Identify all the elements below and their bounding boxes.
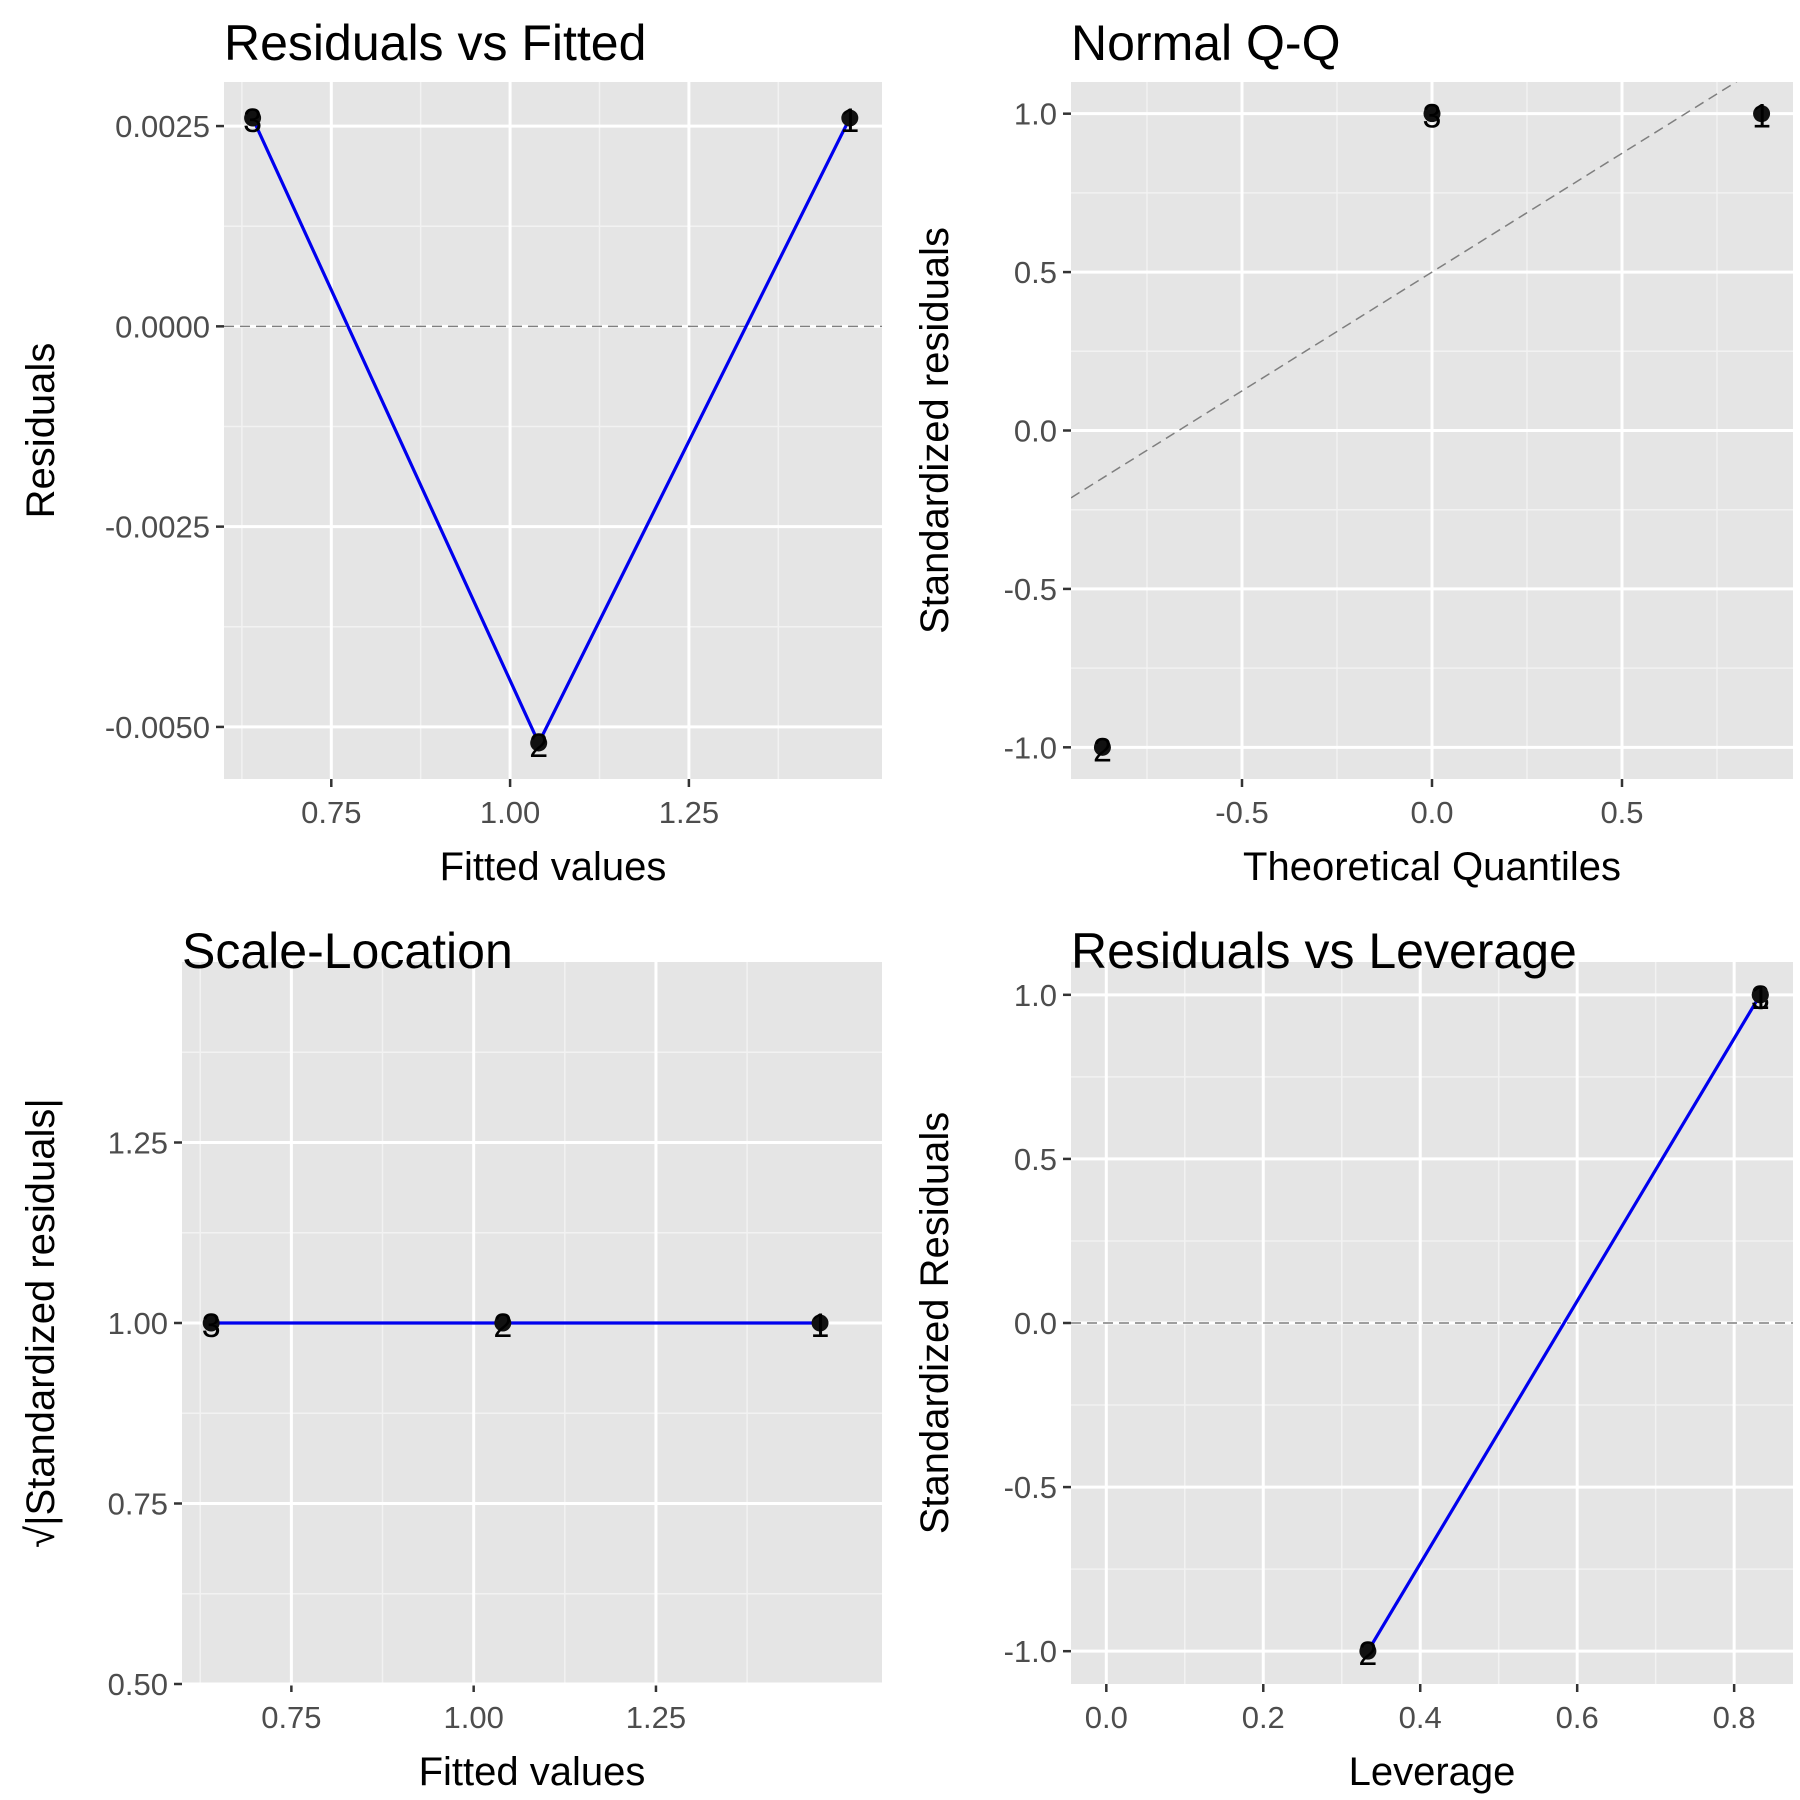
y-tick-label: 0.0 bbox=[1014, 414, 1057, 449]
data-point bbox=[244, 109, 262, 127]
x-tick-label: 1.25 bbox=[626, 1700, 686, 1735]
data-point bbox=[1753, 105, 1771, 123]
data-point bbox=[530, 734, 548, 752]
y-tick-label: -1.0 bbox=[1004, 1634, 1057, 1669]
reference-line bbox=[1071, 82, 1738, 499]
y-tick-label: 1.0 bbox=[1014, 978, 1057, 1013]
data-point bbox=[494, 1314, 512, 1332]
panel-3: 0.75 1.00 1.25 0.50 0.75 1.00 1.25 3 2 1 Scale-Loc… bbox=[19, 923, 882, 1794]
data-point bbox=[1423, 105, 1441, 123]
panel-2: -0.5 0.0 0.5 -1.0 -0.5 0.0 0.5 1.0 2 3 1 Normal Q-Q… bbox=[913, 15, 1793, 889]
data-point bbox=[1751, 986, 1769, 1004]
point-label: 1 bbox=[1751, 979, 1770, 1017]
x-tick-label: 0.0 bbox=[1410, 795, 1453, 830]
point-label: 1 bbox=[840, 102, 859, 140]
panel-title: Residuals vs Fitted bbox=[224, 15, 646, 71]
y-tick-label: 0.0025 bbox=[115, 109, 210, 144]
point-label: 1 bbox=[811, 1307, 830, 1345]
point-label: 2 bbox=[493, 1307, 512, 1345]
y-tick-label: 0.5 bbox=[1014, 255, 1057, 290]
panel-title: Normal Q-Q bbox=[1071, 15, 1340, 71]
data-point bbox=[841, 109, 859, 127]
x-axis-title: Fitted values bbox=[440, 845, 667, 889]
x-tick-label: 0.5 bbox=[1600, 795, 1643, 830]
point-label: 3 bbox=[202, 1307, 221, 1345]
point-label: 3 bbox=[243, 102, 262, 140]
x-tick-label: 0.75 bbox=[261, 1700, 321, 1735]
point-label: 2 bbox=[529, 727, 548, 765]
x-tick-label: 1.00 bbox=[443, 1700, 503, 1735]
point-label: 2 bbox=[1093, 731, 1112, 769]
plot-background bbox=[224, 82, 882, 779]
y-tick-label: -1.0 bbox=[1004, 730, 1057, 765]
x-tick-label: 0.6 bbox=[1556, 1700, 1599, 1735]
x-tick-label: -0.5 bbox=[1215, 795, 1268, 830]
y-tick-label: 1.0 bbox=[1014, 97, 1057, 132]
x-tick-label: 0.8 bbox=[1713, 1700, 1756, 1735]
x-tick-label: 0.0 bbox=[1085, 1700, 1128, 1735]
point-label: 1 bbox=[1752, 98, 1771, 136]
y-tick-label: 0.5 bbox=[1014, 1142, 1057, 1177]
data-point bbox=[1359, 1642, 1377, 1660]
data-point bbox=[1093, 738, 1111, 756]
y-tick-label: -0.5 bbox=[1004, 1470, 1057, 1505]
y-tick-label: 1.25 bbox=[108, 1126, 168, 1161]
y-axis-title: √|Standardized residuals| bbox=[19, 1098, 63, 1548]
data-point bbox=[811, 1314, 829, 1332]
data-point bbox=[202, 1314, 220, 1332]
x-tick-label: 0.75 bbox=[301, 795, 361, 830]
panel-4: 0.00.20.40.60.8-1.0-0.50.00.51.0231Resid… bbox=[913, 923, 1793, 1794]
series-line bbox=[1366, 993, 1762, 1653]
y-tick-label: -0.5 bbox=[1004, 572, 1057, 607]
y-axis-title: Standardized Residuals bbox=[913, 1112, 957, 1534]
y-tick-label: 0.0000 bbox=[115, 309, 210, 344]
panel-1: 0.75 1.00 1.25 -0.0050 -0.0025 0.0000 0.0025 3 2… bbox=[19, 15, 882, 889]
x-tick-label: 1.00 bbox=[480, 795, 540, 830]
x-tick-label: 1.25 bbox=[659, 795, 719, 830]
y-tick-label: 0.75 bbox=[108, 1487, 168, 1522]
y-tick-label: -0.0050 bbox=[105, 710, 210, 745]
y-axis-title: Standardized residuals bbox=[913, 227, 957, 634]
point-label: 3 bbox=[1423, 98, 1442, 136]
y-tick-label: 1.00 bbox=[108, 1306, 168, 1341]
x-axis-title: Leverage bbox=[1349, 1750, 1516, 1794]
x-axis-title: Theoretical Quantiles bbox=[1243, 845, 1621, 889]
panel-title: Scale-Location bbox=[182, 923, 513, 979]
y-tick-label: 0.0 bbox=[1014, 1306, 1057, 1341]
x-tick-label: 0.4 bbox=[1399, 1700, 1442, 1735]
y-tick-label: 0.50 bbox=[108, 1667, 168, 1702]
y-axis-title: Residuals bbox=[19, 343, 63, 519]
x-axis-title: Fitted values bbox=[419, 1750, 646, 1794]
y-tick-label: -0.0025 bbox=[105, 510, 210, 545]
x-tick-label: 0.2 bbox=[1242, 1700, 1285, 1735]
point-label: 2 bbox=[1358, 1635, 1377, 1673]
panel-title: Residuals vs Leverage bbox=[1071, 923, 1577, 979]
